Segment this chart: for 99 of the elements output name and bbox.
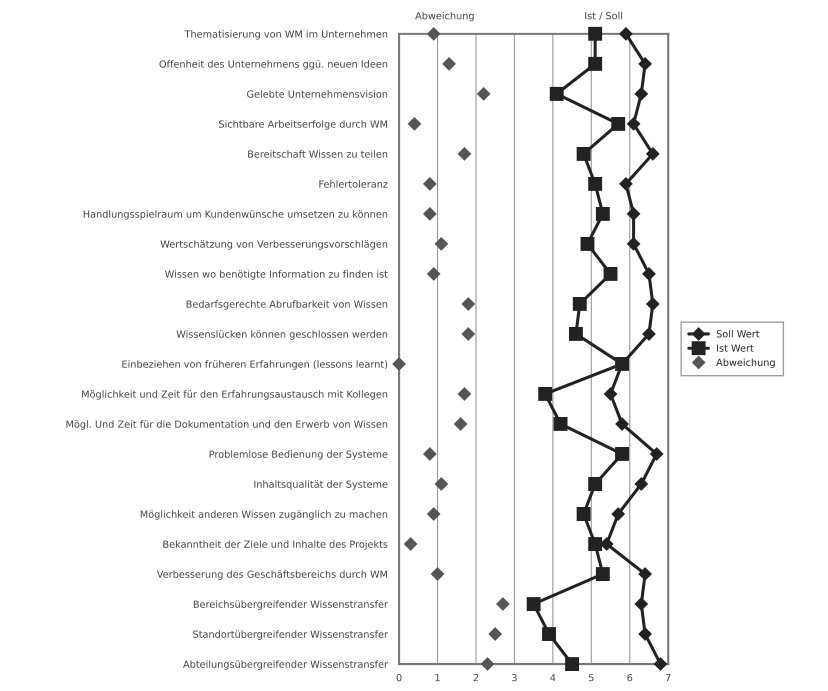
x-tick-label: 6 [627,674,632,682]
y-tick-label: Mögl. Und Zeit für die Dokumentation und den Erwerb von Wissen [66,420,388,430]
point [462,297,475,311]
y-tick-label: Abteilungsübergreifender Wissenstransfer [183,660,388,670]
x-tick-label: 3 [512,674,517,682]
y-tick-label: Möglichkeit anderen Wissen zugänglich zu machen [140,510,388,520]
point [477,87,490,100]
point [634,477,648,491]
point [654,657,668,671]
point [454,417,468,431]
point [423,207,436,220]
y-tick-label: Sichtbare Arbeitserfolge durch WM [219,120,388,130]
point [650,447,664,461]
point [565,657,580,671]
text: Ist / Soll [585,12,622,20]
point [572,296,587,311]
y-tick-label: Möglichkeit und Zeit für den Erfahrungsaustausch mit Kollegen [82,390,388,400]
point [430,567,444,581]
point [488,627,502,641]
x-tick-label: 1 [436,674,440,682]
legend-label: Soll Wert [716,330,760,338]
x-tick-label: 0 [396,674,402,682]
point [615,447,630,461]
point [458,147,472,160]
y-tick-label: Gelebte Unternehmensvision [247,90,388,98]
point [554,417,568,431]
y-tick-label: Wissen wo benötigte Information zu finden ist [165,270,388,280]
point [638,627,652,641]
point [442,57,456,70]
point [627,237,640,251]
point [588,56,602,71]
point [604,266,618,281]
y-tick-label: Thematisierung von WM im Unternehmen [184,30,388,40]
point [580,236,594,251]
point [568,327,583,341]
y-tick-label: Handlungsspielraum um Kundenwünsche umsetzen zu können [84,210,388,220]
x-tick-label: 5 [588,674,594,682]
point [576,146,591,161]
point [404,537,418,551]
y-tick-label: Fehlertoleranz [319,180,388,188]
point [588,176,602,191]
point [619,177,632,190]
point [627,207,640,220]
legend-label: Abweichung [716,358,775,368]
y-tick-label: Problemlose Bedienung der Systeme [210,450,388,460]
point [434,477,448,491]
point [612,507,625,521]
point [588,477,602,491]
point [634,87,648,100]
point [427,27,440,40]
point [604,387,618,401]
point [642,267,656,281]
point [646,147,660,160]
x-tick-label: 4 [550,674,556,682]
x-tick-label: 2 [474,674,478,682]
y-tick-label: Inhaltsqualität der Systeme [254,480,388,490]
point [480,657,494,671]
y-tick-label: Verbesserung des Geschäftsbereichs durch WM [156,570,388,580]
point [615,417,629,431]
point [392,357,406,371]
point [627,117,640,130]
point [423,177,436,190]
y-tick-label: Bereichsübergreifender Wissenstransfer [194,600,388,610]
point [434,237,448,251]
legend-label: Ist Wert [717,344,754,352]
y-tick-label: Einbeziehen von früheren Erfahrungen (lessons learnt) [122,360,388,370]
point [596,206,610,221]
point [458,387,472,401]
x-tick-label: 7 [666,674,670,682]
point [462,327,475,341]
point [526,597,541,611]
point [423,447,436,461]
point [588,537,602,551]
point [588,26,602,41]
point [542,627,556,641]
y-tick-label: Bereitschaft Wissen zu teilen [248,150,388,158]
point [427,507,440,521]
point [611,116,626,131]
point [646,297,660,311]
point [638,567,652,581]
point [550,86,564,101]
y-tick-label: Offenheit des Unternehmens ggü. neuen Ideen [159,60,388,70]
text: Abweichung [415,12,474,22]
y-tick-label: Wissenslücken können geschlossen werden [176,330,388,340]
point [496,597,510,611]
point [638,57,652,70]
y-tick-label: Wertschätzung von Verbesserungsvorschlägen [160,240,388,250]
point [600,537,614,551]
point [538,387,552,401]
point [642,327,656,341]
y-tick-label: Bedarfsgerechte Abrufbarkeit von Wissen [186,300,388,310]
y-tick-label: Bekanntheit der Ziele und Inhalte des Projekts [163,540,388,550]
point [408,117,422,130]
point [427,267,440,281]
point [634,597,648,611]
y-tick-label: Standortübergreifender Wissenstransfer [193,630,388,640]
point [576,507,591,521]
point [619,27,632,40]
point [596,567,610,581]
